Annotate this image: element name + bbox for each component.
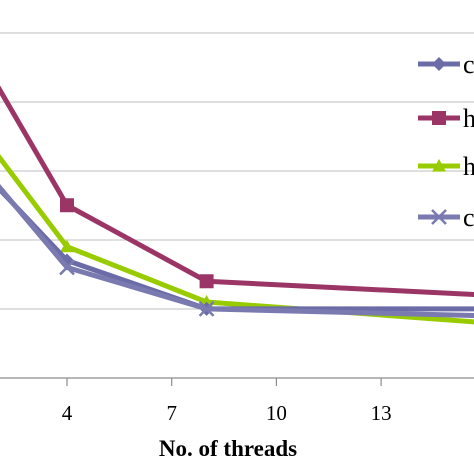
data-point-x <box>198 301 215 317</box>
legend-label: c <box>463 203 474 232</box>
series-1 <box>0 85 474 297</box>
series-line <box>0 85 474 297</box>
legend-item-1: h <box>418 104 474 133</box>
legend-label: h <box>463 152 474 181</box>
x-tick-label: 7 <box>166 401 177 425</box>
data-point-square <box>60 198 74 213</box>
series-group <box>0 85 474 325</box>
data-point-triangle <box>60 239 74 253</box>
legend-item-3: c <box>418 203 474 232</box>
series-3 <box>0 183 474 319</box>
legend-label: h <box>463 104 474 133</box>
x-tick-label: 13 <box>371 401 392 425</box>
legend-label: c <box>463 50 474 79</box>
x-axis-title: No. of threads <box>159 436 297 461</box>
x-tick-label: 4 <box>62 401 73 425</box>
legend-item-0: c <box>418 50 474 79</box>
data-point-square <box>432 111 446 125</box>
x-tick-label: 10 <box>266 401 287 425</box>
data-point-triangle <box>432 159 446 172</box>
data-point-square <box>199 274 214 289</box>
data-point-x <box>59 259 75 276</box>
series-line <box>0 183 474 319</box>
legend-item-2: h <box>418 152 474 181</box>
data-point-diamond <box>432 57 446 71</box>
x-ticks: 4 7 10 13 <box>62 378 392 425</box>
data-point-x <box>431 209 447 225</box>
